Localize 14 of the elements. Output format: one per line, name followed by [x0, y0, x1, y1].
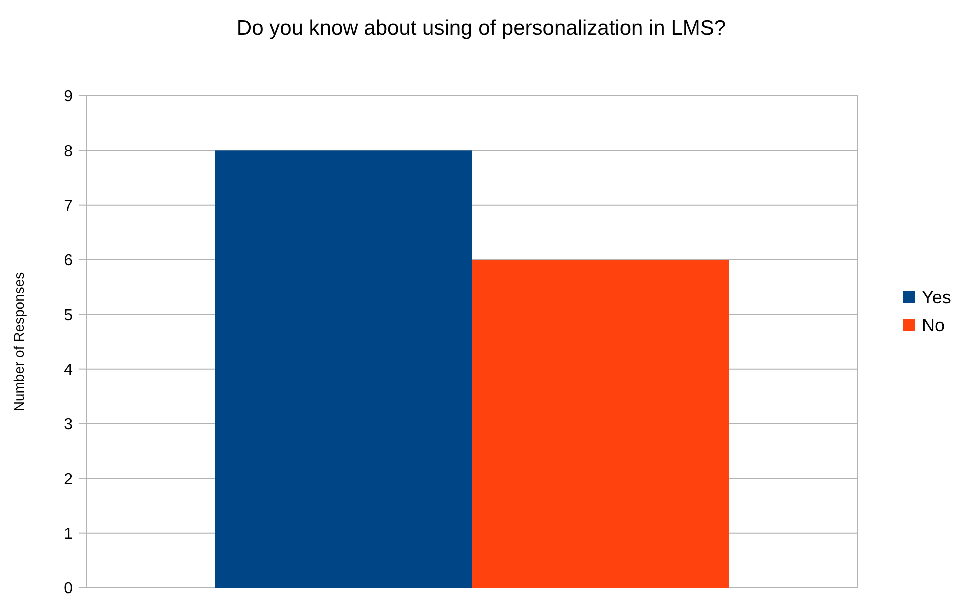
y-tick-label: 1 [64, 526, 74, 543]
y-tick-label: 9 [64, 88, 74, 106]
y-axis-title: Number of Responses [11, 272, 27, 412]
y-tick-label: 5 [64, 307, 74, 324]
y-tick-label: 2 [64, 471, 74, 488]
y-tick-label: 7 [64, 198, 74, 215]
y-tick-label: 4 [64, 362, 74, 379]
y-tick-label: 8 [64, 143, 74, 160]
y-tick-label: 6 [64, 252, 74, 270]
y-tick-label: 0 [64, 580, 74, 598]
y-tick-label: 3 [64, 416, 74, 434]
chart-title: Do you know about using of personalization in LMS? [236, 17, 726, 40]
legend-label: No [922, 315, 946, 336]
legend-label: Yes [922, 287, 952, 308]
